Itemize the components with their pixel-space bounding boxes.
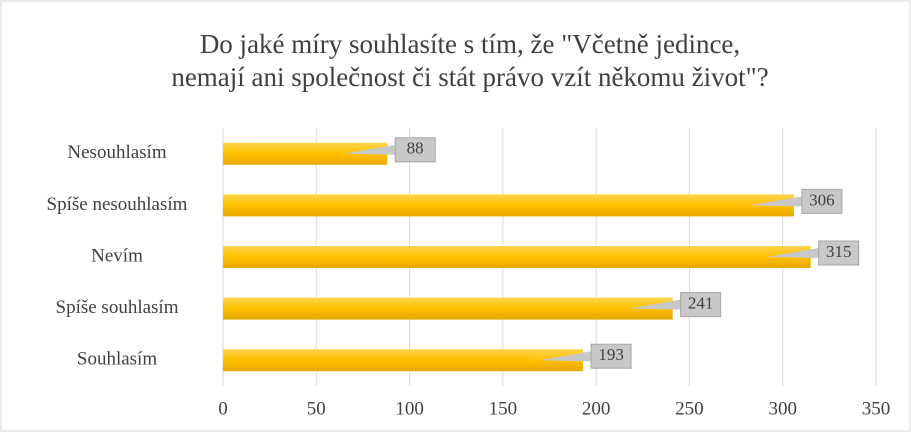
data-label-box [590,343,632,369]
label-pointer [749,196,802,207]
data-label-box [680,292,722,318]
x-tick-label: 100 [395,398,424,419]
bar [223,194,794,217]
data-label-box [394,137,436,163]
bar [223,246,811,268]
data-label: 241 [688,294,714,313]
bar [223,142,388,165]
x-tick-label: 50 [307,398,326,419]
bar [223,297,673,320]
x-tick-label: 350 [862,398,891,419]
chart-title: Do jaké míry souhlasíte s tím, že "Včetn… [200,29,740,59]
x-tick-label: 200 [582,398,611,419]
y-tick-label: Nesouhlasím [67,142,166,163]
x-tick-label: 0 [218,398,228,419]
bar [223,349,584,372]
x-tick-label: 150 [489,398,518,419]
label-pointer [628,299,681,310]
data-label: 193 [598,345,624,364]
x-tick-label: 250 [675,398,704,419]
y-tick-label: Spíše souhlasím [56,297,179,318]
y-tick-label: Souhlasím [77,349,157,370]
label-pointer [539,351,592,362]
chart-title: nemají ani společnost či stát právo vzít… [171,62,768,92]
data-label-box [818,240,860,266]
data-label: 88 [407,139,424,158]
data-label-box [801,188,843,214]
label-pointer [766,248,819,258]
label-pointer [343,144,396,155]
data-label: 306 [809,190,835,209]
y-tick-label: Spíše nesouhlasím [47,194,188,215]
y-tick-label: Nevím [91,245,143,266]
x-tick-label: 300 [768,398,797,419]
data-label: 315 [826,242,852,261]
